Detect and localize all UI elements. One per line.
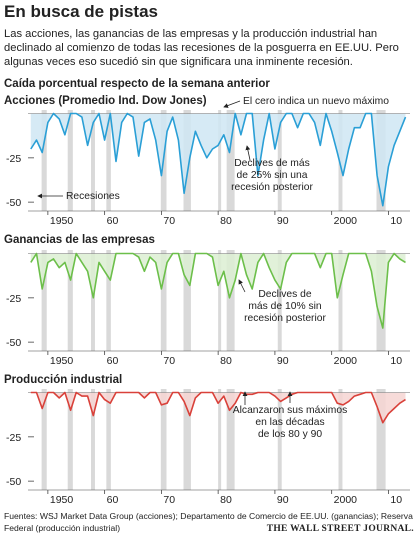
y-tick-label: -50 [6,197,21,209]
recession-band [338,250,343,351]
series-line [30,391,406,424]
section-label: Caída porcentual respecto de la semana a… [4,78,270,90]
recession-band [226,110,235,211]
recession-band [67,110,73,211]
annotation-arrow [223,100,241,108]
x-tick-label: 10 [390,215,402,227]
x-tick-label: 80 [220,494,232,506]
recession-band [91,250,95,351]
recession-band [106,250,111,351]
recession-band [67,250,73,351]
annotation-text: en las décadas [255,417,324,428]
x-tick-label: 70 [163,215,175,227]
recession-band [91,110,95,211]
brand: THE WALL STREET JOURNAL. [267,524,414,534]
subtitle-line: Las acciones, las ganancias de las empre… [4,28,377,40]
y-tick-label: -50 [6,337,21,349]
annotation-text: de 25% sin una [237,170,308,181]
recession-band [67,389,73,490]
x-tick-label: 60 [107,355,119,367]
x-tick-label: 2000 [334,355,358,367]
recession-band [338,389,343,490]
x-tick-label: 70 [163,494,175,506]
panel-title: Acciones (Promedio Ind. Dow Jones) [4,95,207,107]
annotation-arrow [238,279,246,293]
annotation-arrow [245,145,251,161]
recession-band [226,389,235,490]
panel-title: Producción industrial [4,374,122,386]
recession-band [160,250,167,351]
x-tick-label: 90 [277,355,289,367]
recession-band [218,110,222,211]
recession-band [41,110,47,211]
panel-title: Ganancias de las empresas [4,234,155,246]
recession-band [41,389,47,490]
x-tick-label: 80 [220,215,232,227]
recession-band [277,389,282,490]
annotation-text: Alcanzaron sus máximos [233,405,347,416]
recession-band [226,250,235,351]
annotation-text: de los 80 y 90 [258,429,322,440]
recession-band [277,250,282,351]
annotation-text: Declives de [258,289,311,300]
recession-band [106,389,111,490]
sources-line: Federal (producción industrial) [4,523,120,533]
recession-band [218,250,222,351]
recession-band [376,389,386,490]
x-tick-label: 90 [277,494,289,506]
x-tick-label: 80 [220,355,232,367]
annotation-text: recesión posterior [244,313,326,324]
y-tick-label: -25 [6,153,21,165]
series-line [30,252,406,329]
sources-line: Fuentes: WSJ Market Data Group (acciones… [4,511,413,521]
series-line [30,112,407,207]
subtitle-line: algunas veces eso sucedió sin que signif… [4,56,353,68]
annotation-text: Declives de más [234,158,310,169]
x-tick-label: 70 [163,355,175,367]
recession-band [218,389,222,490]
area-fill [30,253,406,328]
x-tick-label: 60 [107,494,119,506]
annotation-text: Recesiones [66,191,120,202]
y-tick-label: -25 [6,432,21,444]
area-fill [30,392,406,423]
x-tick-label: 1950 [50,494,74,506]
recession-band [183,250,191,351]
annotation-text: recesión posterior [231,182,313,193]
x-tick-label: 10 [390,494,402,506]
x-tick-label: 2000 [334,215,358,227]
recession-band [106,110,111,211]
y-tick-label: -25 [6,293,21,305]
recession-band [277,110,282,211]
recession-band [183,389,191,490]
y-tick-label: -50 [6,476,21,488]
x-tick-label: 90 [277,215,289,227]
annotation-text: El cero indica un nuevo máximo [243,96,389,107]
recession-band [160,389,167,490]
page-title: En busca de pistas [4,2,158,21]
x-tick-label: 60 [107,215,119,227]
x-tick-label: 1950 [50,215,74,227]
recession-band [91,389,95,490]
x-tick-label: 10 [390,355,402,367]
subtitle-line: declinado al comienzo de todas las reces… [4,42,399,54]
x-tick-label: 1950 [50,355,74,367]
x-tick-label: 2000 [334,494,358,506]
annotation-text: más de 10% sin [248,301,322,312]
area-fill [30,113,406,206]
recession-band [41,250,47,351]
